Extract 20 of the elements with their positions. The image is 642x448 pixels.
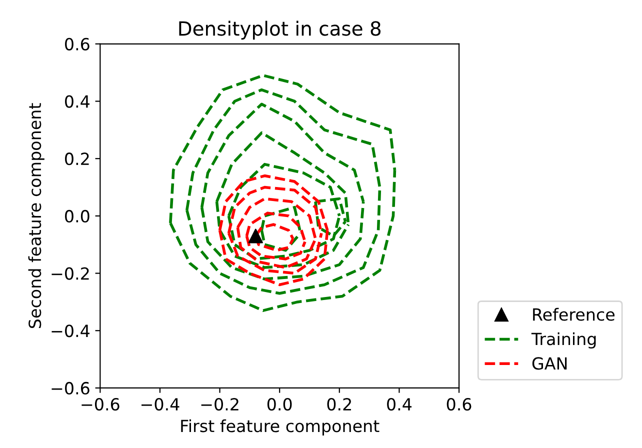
x-tick-label: 0.4 [387, 398, 412, 411]
y-tick-label: 0.6 [65, 38, 90, 50]
legend-label: GAN [532, 357, 567, 370]
y-tick-label: 0.0 [65, 210, 90, 223]
x-tick-label: −0.2 [201, 398, 238, 411]
x-tick-label: 0.2 [327, 398, 351, 411]
y-tick-label: 0.2 [65, 152, 89, 166]
y-tick-label: 0.4 [65, 95, 90, 108]
x-axis-title: First feature component [181, 419, 380, 436]
y-tick-label: −0.4 [52, 324, 90, 338]
x-tick-label: −0.6 [82, 398, 120, 411]
legend-label: Training [531, 332, 596, 349]
x-tick-label: 0.6 [446, 398, 472, 411]
legend-label: Reference [533, 308, 614, 321]
y-axis-title: Second feature component [28, 103, 44, 328]
x-tick-label: −0.4 [141, 398, 180, 411]
y-tick-label: −0.2 [52, 267, 89, 280]
y-tick-label: −0.6 [52, 382, 90, 395]
chart-title: Densityplot in case 8 [179, 20, 381, 40]
x-tick-label: 0.0 [267, 398, 292, 411]
